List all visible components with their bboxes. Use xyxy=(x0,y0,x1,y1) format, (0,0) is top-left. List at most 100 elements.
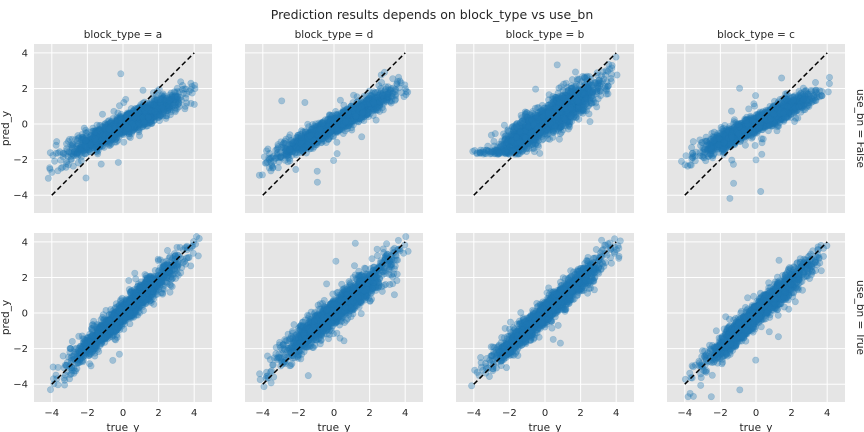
data-point xyxy=(53,138,61,146)
data-point xyxy=(490,137,498,145)
data-point xyxy=(378,79,386,87)
data-point xyxy=(123,118,131,126)
data-point xyxy=(140,121,148,129)
y-tick-label: 2 xyxy=(22,84,28,95)
data-point xyxy=(174,93,182,101)
data-point xyxy=(76,144,84,152)
data-point xyxy=(120,99,128,107)
data-point xyxy=(90,136,98,144)
data-point xyxy=(121,126,129,134)
data-point xyxy=(282,147,290,155)
data-point xyxy=(133,121,141,129)
data-point xyxy=(187,79,195,87)
panel-b-false: block_type = b xyxy=(456,29,634,213)
data-point xyxy=(374,88,382,96)
data-point xyxy=(79,139,87,147)
data-point xyxy=(134,115,142,123)
data-point xyxy=(52,149,60,157)
data-point xyxy=(116,130,124,138)
data-point xyxy=(125,123,133,131)
data-point xyxy=(101,132,109,140)
data-point xyxy=(155,107,163,115)
data-point xyxy=(128,122,136,130)
data-point xyxy=(144,113,152,121)
data-point xyxy=(342,118,350,126)
y-tick-label: 4 xyxy=(22,48,28,59)
data-point xyxy=(147,105,155,113)
data-point xyxy=(139,110,147,118)
column-title: block_type = d xyxy=(295,29,374,41)
data-point xyxy=(333,150,341,158)
data-point xyxy=(137,116,145,124)
data-point xyxy=(114,124,122,132)
data-point xyxy=(133,114,141,122)
data-point xyxy=(110,107,118,115)
data-point xyxy=(151,108,159,116)
data-point xyxy=(99,129,107,137)
data-point xyxy=(391,91,399,99)
data-point xyxy=(154,108,162,116)
data-point xyxy=(167,93,175,101)
data-point xyxy=(46,165,54,173)
data-point xyxy=(162,105,170,113)
data-point xyxy=(297,134,305,142)
data-point xyxy=(153,100,161,108)
data-point xyxy=(129,127,137,135)
data-point xyxy=(183,99,191,107)
data-point xyxy=(75,146,83,154)
data-point xyxy=(401,81,409,89)
data-point xyxy=(117,70,125,78)
data-point xyxy=(389,75,397,83)
data-point xyxy=(383,90,391,98)
data-point xyxy=(313,178,321,186)
data-point xyxy=(330,157,338,165)
data-point xyxy=(165,97,173,105)
data-point xyxy=(97,122,105,130)
data-point xyxy=(264,145,272,153)
data-point xyxy=(143,105,151,113)
y-tick-label: 0 xyxy=(22,120,28,131)
data-point xyxy=(123,126,131,134)
data-point xyxy=(187,86,195,94)
data-point xyxy=(104,128,112,136)
data-point xyxy=(122,124,130,132)
data-point xyxy=(113,132,121,140)
data-point xyxy=(358,103,366,111)
data-point xyxy=(94,135,102,143)
data-point xyxy=(139,86,147,94)
data-point xyxy=(103,131,111,139)
data-point xyxy=(120,127,128,135)
data-point xyxy=(358,109,366,117)
data-point xyxy=(127,118,135,126)
data-point xyxy=(104,125,112,133)
data-point xyxy=(80,135,88,143)
data-point xyxy=(292,136,300,144)
data-point xyxy=(315,119,323,127)
data-point xyxy=(121,120,129,128)
data-point xyxy=(145,113,153,121)
data-point xyxy=(350,91,358,99)
data-point xyxy=(404,88,412,96)
data-point xyxy=(136,108,144,116)
data-point xyxy=(158,104,166,112)
data-point xyxy=(133,113,141,121)
data-point xyxy=(190,100,198,108)
data-point xyxy=(134,121,142,129)
data-point xyxy=(352,112,360,120)
data-point xyxy=(136,132,144,140)
data-point xyxy=(75,150,83,158)
data-point xyxy=(95,128,103,136)
data-point xyxy=(372,116,380,124)
data-point xyxy=(174,98,182,106)
data-point xyxy=(159,94,167,102)
data-point xyxy=(137,117,145,125)
data-point xyxy=(78,137,86,145)
data-point xyxy=(62,163,70,171)
data-point xyxy=(86,136,94,144)
data-point xyxy=(54,167,62,175)
data-point xyxy=(159,93,167,101)
data-point xyxy=(96,134,104,142)
